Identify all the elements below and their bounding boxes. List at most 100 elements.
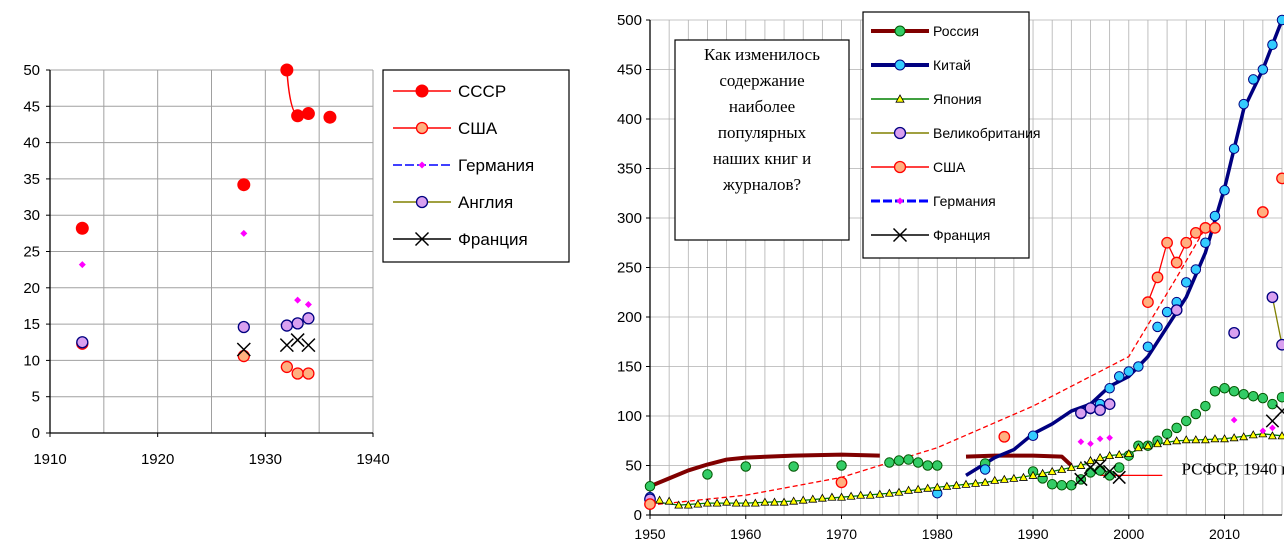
right-point-россия	[903, 454, 914, 465]
right-point-япония	[1018, 472, 1028, 481]
right-point-япония	[808, 494, 818, 503]
right-point-сша	[1189, 226, 1202, 239]
left-y-tick-label: 35	[23, 171, 40, 188]
right-point-япония	[722, 497, 732, 506]
left-series-англия	[76, 312, 315, 349]
right-point-сша	[1170, 256, 1183, 269]
right-point-япония	[837, 492, 846, 501]
right-point-великобритания	[1266, 291, 1279, 304]
right-point-япония	[741, 498, 751, 507]
right-point-германия	[1087, 440, 1094, 448]
right-point-сша	[1151, 271, 1164, 284]
right-point-россия	[912, 457, 924, 468]
right-point-япония	[942, 481, 952, 490]
right-point-япония	[1124, 448, 1134, 458]
left-point-сша	[237, 349, 250, 363]
right-point-великобритания	[1103, 398, 1116, 410]
right-point-китай	[1113, 371, 1125, 382]
right-point-китай	[1180, 277, 1192, 288]
right-point-япония	[789, 496, 799, 505]
right-point-китай	[1276, 14, 1284, 26]
left-x-tick-label: 1930	[249, 451, 282, 468]
right-annotation-line: наших книг и	[713, 149, 811, 168]
left-legend-label: СССР	[458, 82, 506, 101]
right-point-россия	[884, 457, 895, 468]
right-point-япония	[1239, 432, 1249, 441]
right-legend-marker-сша	[893, 160, 907, 174]
right-y-tick-label: 100	[617, 408, 642, 425]
right-x-tick-label: 1980	[922, 526, 953, 542]
left-point-сша	[280, 360, 294, 374]
right-point-россия	[644, 481, 656, 492]
right-point-япония	[856, 490, 866, 499]
right-point-япония	[1009, 473, 1019, 482]
right-point-япония	[1143, 441, 1153, 450]
right-point-япония	[1191, 435, 1201, 444]
left-y-tick-label: 25	[23, 244, 40, 261]
left-point-ссср	[291, 109, 305, 123]
left-y-tick-label: 20	[23, 280, 40, 297]
right-point-япония	[655, 495, 665, 504]
left-y-tick-label: 30	[23, 207, 40, 224]
right-legend-marker-великобритания	[893, 126, 907, 140]
right-point-сша	[998, 430, 1011, 443]
left-y-tick-label: 0	[32, 425, 40, 442]
right-point-россия	[1056, 480, 1068, 491]
right-point-россия	[932, 460, 943, 471]
right-point-германия	[1096, 435, 1104, 443]
right-point-китай	[1267, 39, 1278, 50]
left-point-ссср	[301, 107, 315, 121]
right-y-tick-label: 250	[617, 260, 642, 277]
left-x-tick-label: 1920	[141, 451, 174, 468]
left-point-англия	[237, 320, 250, 334]
right-point-япония	[760, 497, 770, 506]
right-point-россия	[1200, 400, 1211, 412]
right-x-tick-label: 1950	[634, 526, 665, 542]
left-point-германия	[304, 300, 312, 308]
right-annotation-line: наиболее	[729, 97, 795, 116]
right-legend-marker-япония	[895, 94, 905, 103]
right-point-япония	[1220, 434, 1230, 443]
right-annotation: Как изменилось содержание наиболее популярн…	[674, 39, 850, 241]
left-legend-marker-ссср	[415, 84, 429, 98]
right-point-россия	[1085, 467, 1096, 478]
right-point-япония	[674, 500, 684, 509]
right-x-tick-label: 1970	[826, 526, 857, 542]
left-x-tick-label: 1910	[33, 451, 66, 468]
right-y-tick-label: 300	[617, 210, 642, 227]
right-point-россия	[1238, 388, 1249, 400]
right-point-россия	[922, 460, 933, 471]
left-legend: СССР США Германия Англия Франция	[382, 69, 570, 263]
right-point-япония	[971, 478, 981, 487]
right-point-япония	[779, 497, 789, 506]
right-chart: 0 50 100 150 200 250 300 350 400 450 500 1950 1960 19…	[617, 11, 1284, 542]
left-point-ссср	[323, 110, 337, 124]
right-note-label: РСФСР, 1940 г.	[1181, 459, 1284, 478]
right-point-япония	[1114, 449, 1124, 459]
right-point-франция	[1112, 470, 1126, 485]
left-legend-label: Франция	[458, 230, 528, 249]
right-point-китай	[1123, 366, 1135, 377]
right-point-япония	[999, 474, 1009, 483]
right-point-китай	[1161, 306, 1173, 318]
right-point-япония	[1181, 435, 1191, 444]
right-point-россия	[1180, 415, 1192, 427]
right-point-великобритания	[1170, 304, 1183, 316]
left-y-tick-label: 15	[23, 316, 40, 333]
right-point-сша	[1276, 172, 1284, 185]
right-point-великобритания	[1276, 338, 1284, 351]
right-point-япония	[894, 487, 904, 496]
right-point-великобритания	[1094, 404, 1106, 416]
right-point-сша	[1199, 222, 1212, 234]
right-legend-label: Япония	[933, 91, 982, 107]
right-point-сша	[1180, 236, 1193, 249]
right-y-tick-label: 500	[617, 12, 642, 29]
right-usa-trend	[649, 227, 1206, 506]
right-point-германия	[1269, 424, 1276, 432]
right-point-япония	[990, 475, 1000, 484]
right-point-китай	[1209, 210, 1221, 222]
right-y-tick-label: 450	[617, 62, 642, 79]
right-y-tick-label: 150	[617, 359, 642, 376]
left-legend-box	[382, 69, 570, 263]
left-legend-label: США	[458, 119, 498, 138]
